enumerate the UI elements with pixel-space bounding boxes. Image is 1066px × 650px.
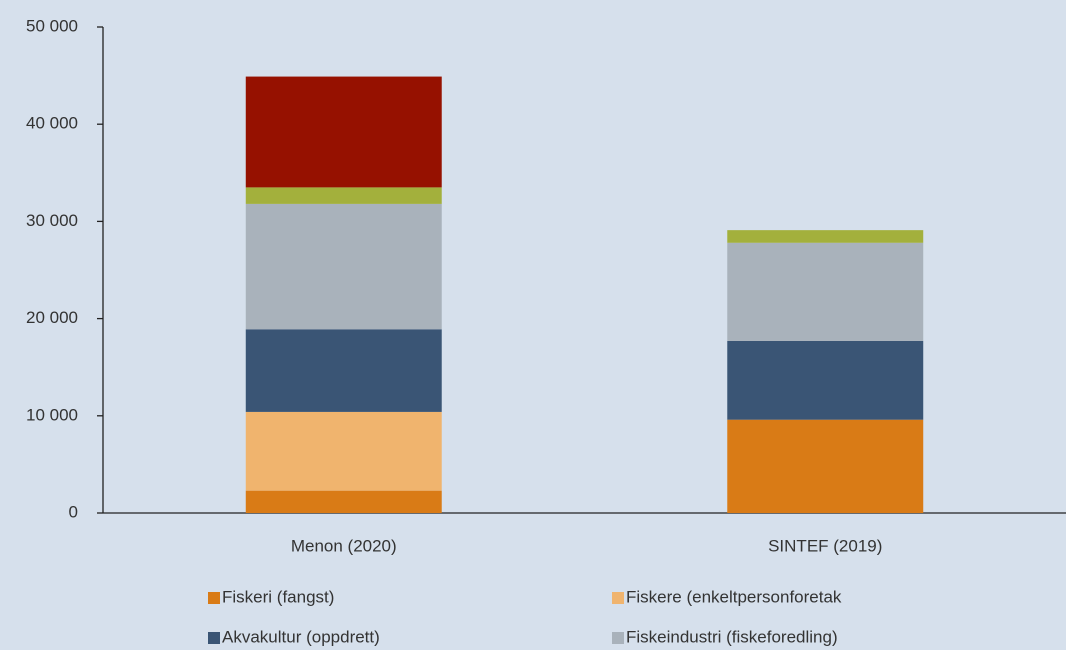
y-tick-label: 40 000 [26,114,78,133]
y-tick-label: 0 [69,502,78,521]
legend-label: Akvakultur (oppdrett) [222,627,380,646]
x-tick-label: Menon (2020) [291,536,397,555]
bar-segment [245,76,442,188]
bar-segment [245,187,442,204]
y-tick-label: 20 000 [26,308,78,327]
y-tick-label: 10 000 [26,405,78,424]
bar-segment [727,242,924,341]
legend-label: Fiskere (enkeltpersonforetak [626,587,842,606]
y-tick-label: 30 000 [26,211,78,230]
legend-swatch [612,592,624,604]
bar-segment [245,329,442,412]
legend-swatch [612,632,624,644]
bar-segment [727,230,924,243]
bar-segment [245,490,442,513]
legend-swatch [208,592,220,604]
legend-label: Fiskeindustri (fiskeforedling) [626,627,838,646]
y-tick-label: 50 000 [26,16,78,35]
bar-segment [727,340,924,420]
bar-segment [727,419,924,513]
legend-swatch [208,632,220,644]
bar-segment [245,411,442,491]
legend-label: Fiskeri (fangst) [222,587,334,606]
x-tick-label: SINTEF (2019) [768,536,882,555]
bar-segment [245,203,442,330]
